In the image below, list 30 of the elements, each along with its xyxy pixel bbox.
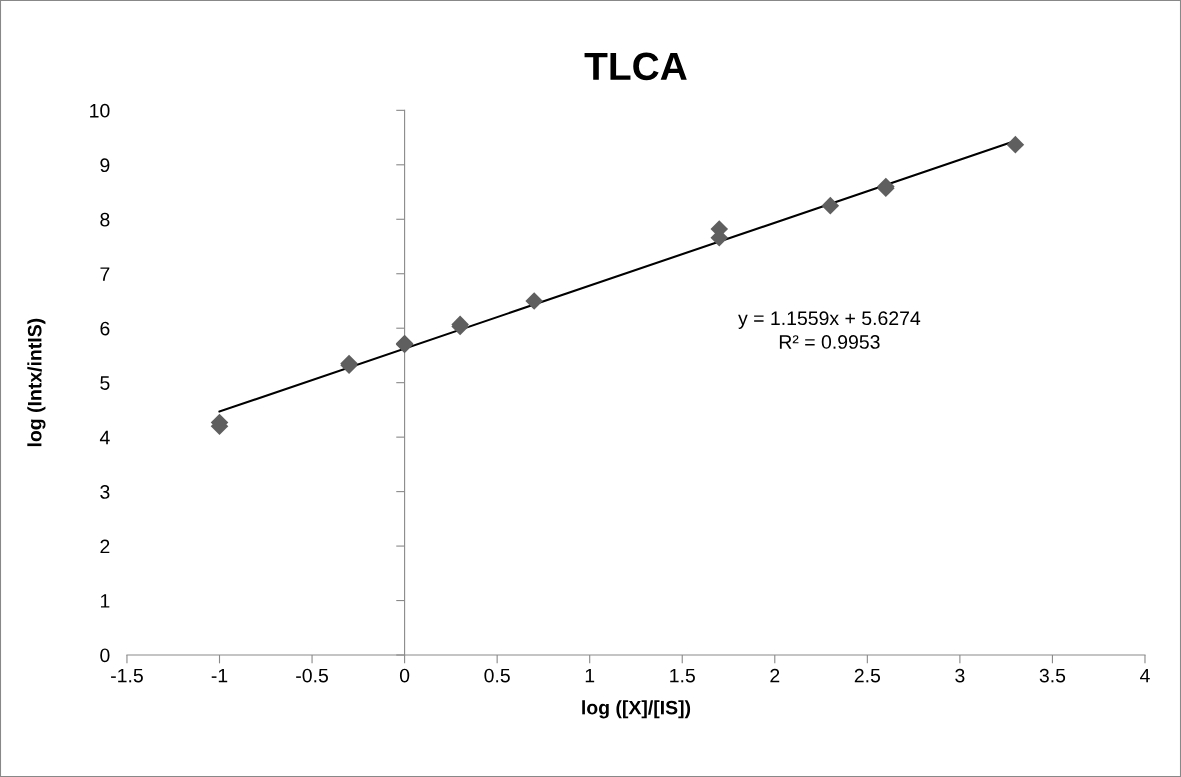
point bbox=[1006, 135, 1025, 154]
x-tick-label: 2 bbox=[770, 668, 780, 683]
y-axis-title: log (Intx/intIS) bbox=[27, 318, 46, 447]
y-tick-label: 3 bbox=[100, 485, 110, 499]
chart-title: TLCA bbox=[584, 52, 687, 81]
y-tick-label: 5 bbox=[100, 376, 110, 390]
x-tick-label: 1 bbox=[585, 668, 595, 683]
y-tick-label: 8 bbox=[100, 212, 110, 227]
y-tick-label: 7 bbox=[100, 267, 110, 281]
y-tick-label: 2 bbox=[100, 539, 110, 554]
y-tick-label: 10 bbox=[90, 103, 110, 118]
annotation: y = 1.1559x + 5.6274 R² = 0.9953 bbox=[738, 311, 921, 349]
x-tick-label: 3 bbox=[955, 668, 965, 683]
x-tick-label: 2.5 bbox=[854, 668, 881, 683]
x-tick-label: 3.5 bbox=[1039, 668, 1066, 683]
point bbox=[525, 292, 543, 310]
y-tick-label: 0 bbox=[100, 648, 110, 663]
y-tick-label: 9 bbox=[100, 158, 110, 173]
x-tick-label: -0.5 bbox=[296, 668, 328, 683]
x-tick-label: 4 bbox=[1140, 668, 1150, 683]
y-tick-label: 4 bbox=[99, 430, 110, 445]
x-tick-label: 0 bbox=[399, 668, 410, 683]
point bbox=[821, 196, 840, 215]
x-tick-label: 1.5 bbox=[670, 668, 695, 683]
y-tick-label: 1 bbox=[100, 594, 110, 608]
x-tick-label: 0.5 bbox=[484, 668, 510, 683]
x-axis-title: log ([X]/[IS]) bbox=[582, 700, 691, 719]
y-tick-label: 6 bbox=[100, 321, 110, 336]
x-tick-label: -1.5 bbox=[111, 668, 143, 683]
x-tick-label: -1 bbox=[211, 668, 228, 683]
